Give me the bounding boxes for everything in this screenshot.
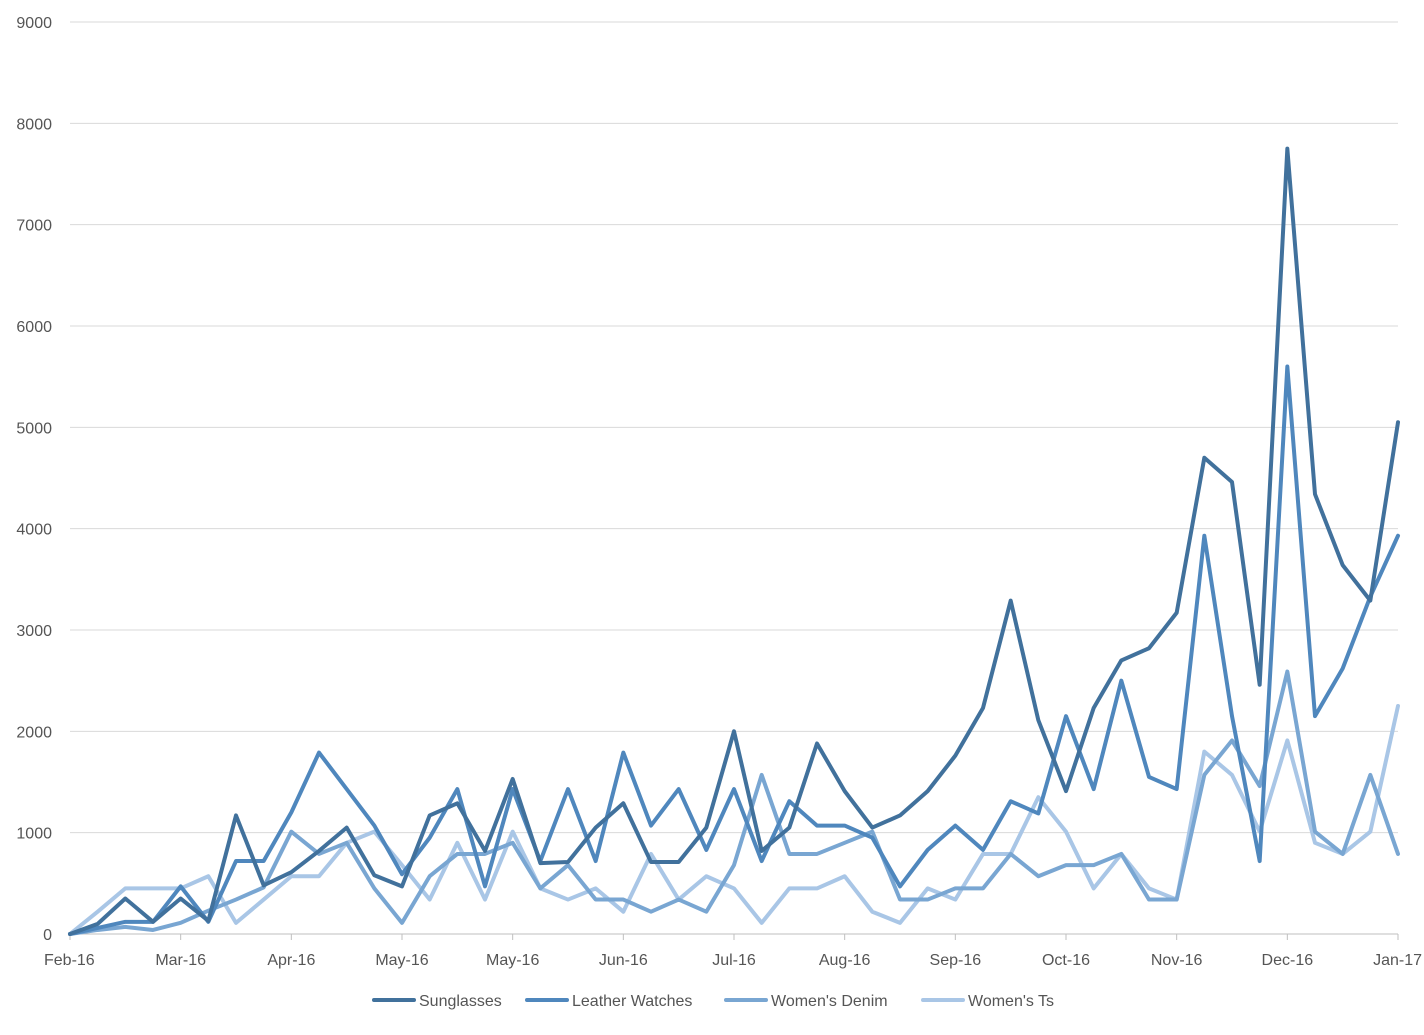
y-tick-label: 6000 bbox=[16, 319, 52, 336]
legend-label-women-s-denim: Women's Denim bbox=[771, 993, 888, 1010]
y-tick-label: 1000 bbox=[16, 826, 52, 843]
x-tick-label: Jul-16 bbox=[712, 952, 756, 969]
x-tick-label: Apr-16 bbox=[267, 952, 315, 969]
x-tick-label: Nov-16 bbox=[1151, 952, 1203, 969]
y-tick-label: 4000 bbox=[16, 522, 52, 539]
legend-label-women-s-ts: Women's Ts bbox=[968, 993, 1054, 1010]
x-tick-label: Mar-16 bbox=[155, 952, 206, 969]
series-lines bbox=[68, 146, 1400, 936]
y-tick-label: 7000 bbox=[16, 218, 52, 235]
y-tick-label: 5000 bbox=[16, 420, 52, 437]
x-tick-label: Dec-16 bbox=[1262, 952, 1314, 969]
y-axis-tick-labels: 0 1000 2000 3000 4000 5000 6000 7000 8000 9000 bbox=[16, 15, 52, 944]
series-line-women-s-denim bbox=[68, 669, 1400, 936]
legend: Sunglasses Leather Watches Women's Denim Wo… bbox=[372, 993, 1054, 1010]
y-tick-label: 0 bbox=[43, 927, 52, 944]
x-tick-label: Jan-17 bbox=[1373, 952, 1422, 969]
legend-label-leather-watches: Leather Watches bbox=[572, 993, 692, 1010]
x-tick-label: Feb-16 bbox=[44, 952, 95, 969]
x-tick-label: Oct-16 bbox=[1042, 952, 1090, 969]
y-tick-label: 9000 bbox=[16, 15, 52, 32]
series-line-leather-watches bbox=[68, 364, 1400, 936]
x-tick-label: Sep-16 bbox=[930, 952, 982, 969]
x-axis-tick-labels: Feb-16 Mar-16 Apr-16 May-16 May-16 Jun-16 Jul-… bbox=[44, 934, 1422, 969]
y-tick-label: 3000 bbox=[16, 623, 52, 640]
y-tick-label: 8000 bbox=[16, 116, 52, 133]
legend-label-sunglasses: Sunglasses bbox=[419, 993, 502, 1010]
series-line-sunglasses bbox=[68, 146, 1400, 936]
x-tick-label: May-16 bbox=[486, 952, 539, 969]
x-tick-label: Aug-16 bbox=[819, 952, 871, 969]
y-tick-label: 2000 bbox=[16, 724, 52, 741]
x-tick-label: Jun-16 bbox=[599, 952, 648, 969]
x-tick-label: May-16 bbox=[375, 952, 428, 969]
